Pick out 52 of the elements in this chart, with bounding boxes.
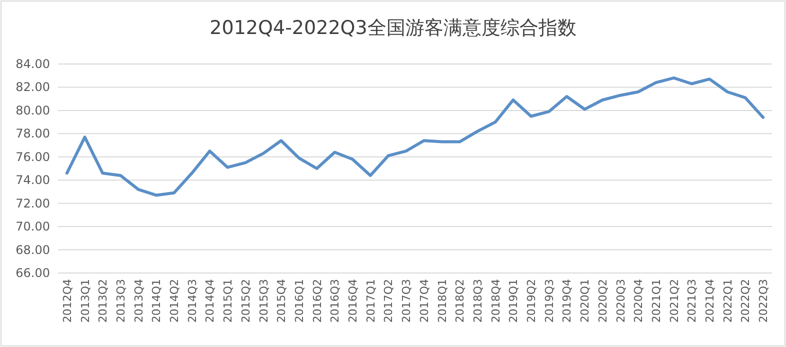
line-series <box>65 76 765 197</box>
x-tick-label: 2021Q1 <box>650 279 663 323</box>
x-tick-label: 2018Q3 <box>471 279 484 323</box>
chart-title: 2012Q4-2022Q3全国游客满意度综合指数 <box>210 17 576 39</box>
x-tick-label: 2013Q4 <box>132 279 146 323</box>
y-tick-label: 66.00 <box>16 266 50 280</box>
x-tick-label: 2017Q1 <box>364 279 378 323</box>
x-tick-label: 2015Q4 <box>275 279 288 323</box>
x-tick-label: 2021Q2 <box>668 279 681 323</box>
x-tick-label: 2014Q3 <box>186 279 199 323</box>
y-tick-label: 76.00 <box>16 150 50 164</box>
x-tick-label: 2016Q2 <box>310 279 324 323</box>
x-tick-label: 2020Q4 <box>632 279 646 323</box>
x-tick-label: 2022Q2 <box>739 279 752 323</box>
x-tick-label: 2020Q2 <box>596 279 610 323</box>
x-tick-label: 2022Q3 <box>757 279 770 323</box>
y-tick-label: 72.00 <box>16 196 50 210</box>
x-tick-label: 2019Q1 <box>507 279 520 323</box>
x-tick-label: 2019Q3 <box>542 279 556 323</box>
x-tick-label: 2013Q3 <box>114 279 128 323</box>
x-tick-label: 2015Q2 <box>239 279 252 323</box>
x-tick-label: 2018Q2 <box>454 279 467 323</box>
y-tick-label: 84.00 <box>16 57 50 71</box>
y-tick-label: 80.00 <box>16 103 50 118</box>
y-tick-label: 70.00 <box>16 220 50 234</box>
x-tick-label: 2017Q4 <box>418 279 431 323</box>
y-tick-label: 82.00 <box>16 80 50 94</box>
x-tick-label: 2013Q2 <box>96 279 110 323</box>
x-tick-label: 2022Q1 <box>721 279 734 323</box>
x-tick-label: 2016Q1 <box>292 279 306 323</box>
x-tick-label: 2018Q4 <box>489 279 502 323</box>
x-tick-label: 2019Q2 <box>525 279 538 323</box>
x-tick-label: 2015Q1 <box>222 279 235 323</box>
x-tick-label: 2017Q3 <box>400 279 414 323</box>
x-tick-label: 2017Q2 <box>382 279 396 323</box>
x-tick-label: 2012Q4 <box>60 279 74 323</box>
x-tick-label: 2021Q3 <box>686 279 699 323</box>
x-tick-label: 2014Q2 <box>168 279 182 323</box>
y-tick-label: 74.00 <box>16 173 50 188</box>
y-tick-label: 68.00 <box>16 242 50 257</box>
x-tick-label: 2018Q1 <box>436 279 449 323</box>
x-tick-label: 2019Q4 <box>560 279 574 323</box>
y-tick-label: 78.00 <box>16 126 50 141</box>
x-tick-label: 2020Q1 <box>578 279 592 323</box>
x-tick-label: 2014Q1 <box>150 279 164 323</box>
x-tick-label: 2015Q3 <box>257 279 270 323</box>
x-tick-label: 2021Q4 <box>704 279 717 323</box>
x-tick-label: 2016Q3 <box>328 279 342 323</box>
x-tick-label: 2020Q3 <box>614 279 628 323</box>
x-tick-label: 2013Q1 <box>78 279 92 323</box>
x-tick-label: 2016Q4 <box>346 279 360 323</box>
x-tick-label: 2014Q4 <box>204 279 217 323</box>
